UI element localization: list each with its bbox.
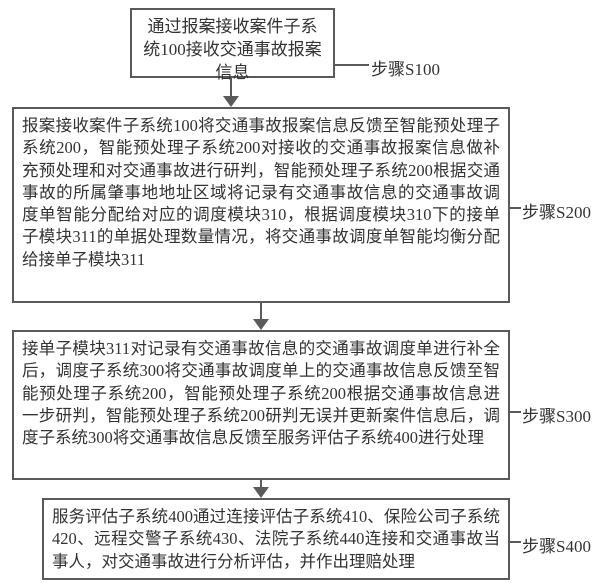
flow-box-s200: 报案接收案件子系统100将交通事故报案信息反馈至智能预处理子系统200，智能预处… [12,107,510,303]
flow-box-s400: 服务评估子系统400通过连接评估子系统410、保险公司子系统420、远程交警子系… [42,498,510,580]
flow-box-s300-text: 接单子模块311对记录有交通事故信息的交通事故调度单进行补全后，调度子系统300… [22,339,500,447]
flow-box-s200-text: 报案接收案件子系统100将交通事故报案信息反馈至智能预处理子系统200，智能预处… [22,116,500,269]
step-label-s200: 步骤S200 [522,198,591,223]
arrow-shaft [260,303,262,319]
arrow-down-icon [253,319,269,330]
label-connector-line [335,64,369,66]
step-label-s400: 步骤S400 [522,532,591,557]
arrow-down-icon [253,487,269,498]
arrow-shaft [260,480,262,487]
step-label-s100: 步骤S100 [371,55,440,80]
label-connector-line [510,207,521,209]
flowchart-canvas: 通过报案接收案件子系统100接收交通事故报案信息 报案接收案件子系统100将交通… [0,0,599,585]
label-connector-line [510,411,521,413]
flow-box-s300: 接单子模块311对记录有交通事故信息的交通事故调度单进行补全后，调度子系统300… [12,330,510,480]
arrow-shaft [230,78,232,96]
arrow-down-icon [223,96,239,107]
flow-box-s400-text: 服务评估子系统400通过连接评估子系统410、保险公司子系统420、远程交警子系… [52,507,500,571]
flow-box-s100-text: 通过报案接收案件子系统100接收交通事故报案信息 [143,17,322,82]
flow-box-s100: 通过报案接收案件子系统100接收交通事故报案信息 [130,8,335,78]
step-label-s300: 步骤S300 [522,402,591,427]
label-connector-line [510,541,521,543]
